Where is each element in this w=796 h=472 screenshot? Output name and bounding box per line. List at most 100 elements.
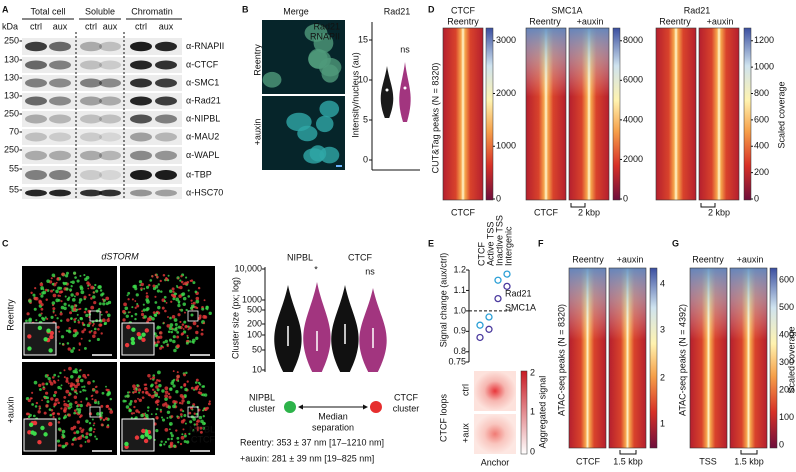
localization [172,290,175,293]
localization [169,323,174,327]
localization [60,335,65,339]
inset-dot [27,334,32,339]
localization [167,279,170,282]
localization [156,335,160,340]
localization [201,385,204,388]
localization [65,379,69,383]
localization [199,391,203,395]
band [80,132,102,142]
inset-dot [32,420,38,426]
localization [207,402,211,406]
localization [54,314,57,317]
band [130,114,152,124]
localization [166,343,169,346]
localization [60,384,63,387]
band [25,41,47,52]
label: 1.5 kbp [613,456,643,466]
localization [140,312,145,317]
localization [33,296,38,301]
localization [201,393,206,397]
localization [167,392,171,396]
localization [143,383,146,386]
band [99,114,121,124]
label: Reentry [529,16,561,26]
localization [180,385,183,389]
localization [67,382,70,385]
band [80,150,102,161]
heatmap [699,28,739,200]
localization [208,311,212,316]
band [99,96,121,106]
localization [106,313,111,318]
label: 50 [252,344,262,354]
localization [154,301,158,304]
localization [74,400,78,405]
label: 3 [660,324,665,334]
localization [166,324,170,328]
localization [146,300,150,304]
localization [53,403,57,407]
localization [181,332,185,336]
localization [202,415,205,418]
band [25,78,47,88]
localization [150,394,155,399]
localization [124,395,127,398]
localization [92,380,95,383]
band [130,60,152,70]
localization [79,285,83,289]
band [80,78,102,88]
inset-dot [126,324,131,330]
localization [93,428,96,431]
localization [43,396,47,400]
localization [183,373,187,377]
localization [77,410,82,414]
localization [154,343,159,348]
localization [176,371,179,374]
localization [39,282,44,287]
localization [63,402,68,407]
localization [73,395,78,400]
localization [181,402,184,405]
localization [70,375,74,379]
localization [185,308,188,312]
localization [46,374,49,377]
localization [130,412,134,415]
localization [62,445,65,448]
localization [78,369,81,372]
localization [74,437,77,441]
localization [164,440,168,444]
localization [152,311,156,315]
localization [186,400,191,405]
point [503,270,511,278]
localization [172,335,176,339]
localization [100,411,104,415]
localization [63,302,67,306]
localization [122,318,126,322]
label: 4000 [623,114,643,124]
localization [56,277,60,280]
localization [187,295,191,298]
localization [171,327,174,330]
heatmap [656,28,696,200]
localization [125,405,130,409]
localization [91,324,94,327]
localization [74,304,78,307]
localization [74,329,78,332]
localization [93,327,97,331]
localization [67,347,71,351]
localization [166,410,171,415]
label: α-NIPBL [186,113,220,123]
localization [133,405,136,409]
label: 10,000 [234,263,262,273]
label: 1200 [754,35,774,45]
localization [72,347,76,350]
inset-dot [144,432,149,437]
localization [202,322,206,325]
label: 1 [660,418,665,428]
median [403,86,407,90]
localization [76,382,80,387]
localization [170,415,174,418]
label: 0 [623,193,628,203]
localization [161,416,164,419]
label: RNAPII [310,31,340,41]
